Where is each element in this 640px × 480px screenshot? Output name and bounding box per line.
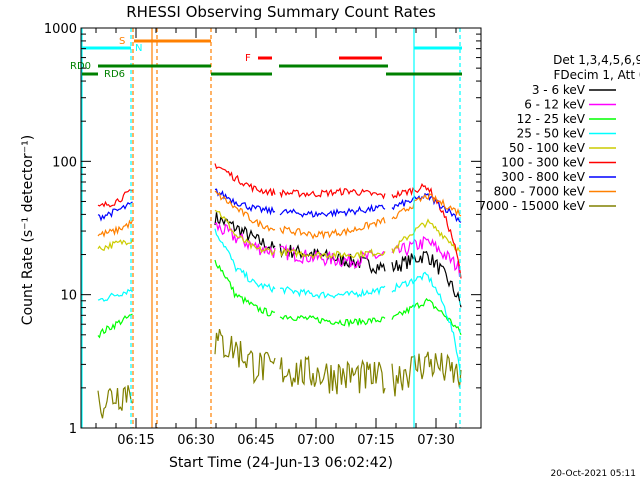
series-line-pre [97,385,134,419]
legend-label: 50 - 100 keV [509,141,586,155]
timestamp: 20-Oct-2021 05:11 [551,469,636,479]
legend-label: 7000 - 15000 keV [478,199,585,213]
legend-label: 300 - 800 keV [501,170,585,184]
series-line [391,183,462,279]
series-line [214,190,276,232]
legend-header-line-2: FDecim 1, Att 0 [553,68,640,82]
series-line-pre [97,219,134,238]
series-line [279,355,386,395]
series-line-pre [97,313,133,339]
series-line-pre [97,201,133,222]
series-50-100-kev [97,209,462,260]
series-line [391,236,462,278]
series-line [279,216,386,240]
series-line [214,259,275,317]
series-300-800-kev [97,188,462,223]
series-line [214,188,276,216]
series-line [391,351,462,397]
series-line [279,187,386,200]
axis-layer: 1 10 100 1000 06:15 06:30 06:45 07:00 07:15 07:30 [44,22,481,448]
series-line [214,228,276,294]
series-100-300-kev [97,163,462,279]
plot-frame [80,27,482,429]
series-line [214,328,276,385]
x-tick-label: 07:00 [297,433,334,448]
flag-label: S [119,36,125,47]
series-line [391,250,462,308]
x-tick-label: 06:30 [177,433,214,448]
flag-label: N [135,43,142,54]
y-axis-label: Count Rate (s⁻¹ detector⁻¹) [20,135,36,325]
series-line [391,297,462,336]
legend-label: 100 - 300 keV [501,156,585,170]
x-tick-label: 06:45 [237,433,274,448]
series-25-50-kev [97,228,462,383]
x-axis-label: Start Time (24-Jun-13 06:02:42) [169,455,393,471]
series-line-pre [97,239,134,252]
series-line [279,285,386,300]
flag-label: RD6 [104,69,125,80]
legend-label: 12 - 25 keV [517,112,586,126]
series-7000-15000-kev [97,328,462,419]
series-800-7000-kev [97,190,462,240]
series-line [391,193,462,220]
series-line [279,247,386,260]
y-tick-label: 1 [69,422,77,437]
legend-header-line-1: Det 1,3,4,5,6,9, [553,53,640,67]
legend-label: 6 - 12 keV [524,98,586,112]
series-line [279,203,386,218]
y-tick-label: 10 [60,289,77,304]
series-line [214,163,276,197]
legend-label: 800 - 7000 keV [494,185,586,199]
legend-label: 3 - 6 keV [532,83,586,97]
series-line [391,271,462,383]
x-tick-label: 07:30 [417,433,454,448]
series-line [391,192,462,223]
series-line [214,212,276,252]
series-line [214,209,276,257]
series-line [279,314,386,328]
x-tick-label: 07:15 [357,433,394,448]
x-tick-label: 06:15 [117,433,154,448]
y-tick-label: 100 [52,155,77,170]
series-line-pre [97,189,133,208]
flag-label: F [245,53,251,64]
series-line-pre [97,288,133,302]
series-line [279,244,386,269]
series-line [391,218,462,255]
y-tick-label: 1000 [44,22,77,37]
series-12-25-kev [97,259,462,339]
legend-label: 25 - 50 keV [517,127,586,141]
chart-title: RHESSI Observing Summary Count Rates [126,3,436,21]
